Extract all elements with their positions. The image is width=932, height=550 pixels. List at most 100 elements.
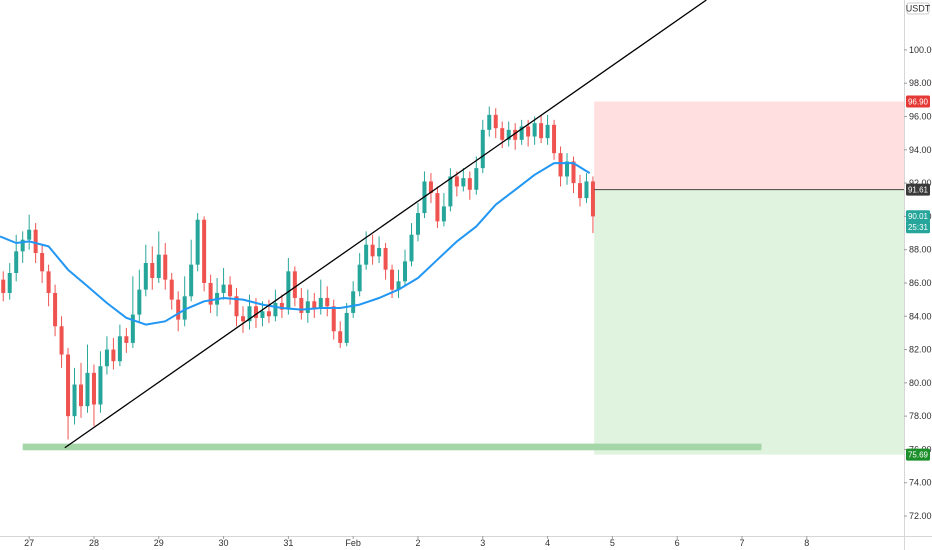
candle-body (150, 263, 155, 278)
candle-body (552, 124, 557, 154)
candle-body (72, 384, 77, 417)
candlestick-series (1, 106, 595, 440)
currency-label: USDT (906, 4, 931, 14)
candle-body (234, 296, 239, 317)
trendline (64, 0, 707, 449)
candle-body (364, 244, 369, 265)
candle-body (558, 153, 563, 177)
candle-body (163, 254, 168, 280)
x-tick-label: 6 (675, 538, 680, 548)
candle-body (78, 384, 84, 407)
candle-body (1, 279, 6, 293)
trendline-line (64, 0, 707, 449)
x-tick-label: 29 (154, 538, 164, 548)
candle-body (59, 326, 64, 355)
price-tag-label: 25:31 (908, 223, 929, 232)
candle-body (357, 264, 362, 292)
price-tags: 96.90 91.61 90.01 25:31 75.69 (906, 95, 930, 461)
y-tick-label: 74.00 (909, 478, 932, 488)
x-tick-label: 2 (415, 538, 420, 548)
candle-body (286, 271, 291, 310)
candle-body (493, 114, 498, 129)
candle-body (33, 229, 38, 254)
candle-body (46, 271, 51, 293)
candle-body (91, 372, 96, 405)
x-tick-label: 3 (480, 538, 485, 548)
candle-body (428, 181, 433, 194)
candle-body (305, 301, 310, 313)
candle-body (506, 129, 511, 140)
candle-body (344, 312, 349, 343)
candle-body (571, 161, 576, 184)
candle-body (590, 181, 595, 217)
candle-body (111, 349, 116, 362)
price-tag (906, 448, 930, 461)
y-tick-label: 96.00 (909, 112, 932, 122)
candle-body (27, 229, 32, 240)
candle-body (519, 126, 524, 140)
candle-body (279, 302, 284, 310)
price-tag (906, 95, 930, 108)
candle-body (130, 314, 135, 343)
candle-body (14, 251, 19, 273)
candle-body (189, 264, 194, 297)
y-tick-label: 94.00 (909, 145, 932, 155)
candle-body (266, 311, 271, 317)
candle-body (104, 349, 109, 367)
candle-body (467, 178, 472, 190)
support-band-rect (22, 443, 762, 451)
candle-body (182, 296, 187, 320)
x-tick-label: 28 (89, 538, 99, 548)
candle-body (474, 168, 479, 190)
price-tag (906, 210, 930, 223)
x-tick-label: 8 (804, 538, 809, 548)
stop-loss-zone (594, 101, 904, 190)
candle-body (195, 219, 200, 265)
price-tag-label: 91.61 (908, 186, 929, 195)
candle-body (53, 292, 58, 327)
x-tick-label: 4 (545, 538, 550, 548)
candle-body (7, 272, 12, 293)
price-tag (906, 221, 930, 234)
candle-body (454, 176, 459, 187)
y-tick-label: 88.00 (909, 245, 932, 255)
candle-body (500, 128, 505, 140)
ma-line (0, 162, 591, 326)
candle-body (331, 306, 336, 332)
y-tick-label: 72.00 (909, 511, 932, 521)
candle-body (370, 244, 375, 257)
candle-body (338, 331, 343, 343)
candle-body (228, 284, 233, 297)
take-profit-zone (594, 189, 904, 455)
candle-body (403, 261, 408, 282)
candle-body (124, 336, 129, 343)
candle-body (487, 114, 492, 130)
candle-body (156, 254, 161, 278)
candle-body (532, 123, 537, 137)
candle-body (66, 354, 71, 417)
candle-body (260, 311, 265, 318)
x-tick-label: 5 (610, 538, 615, 548)
y-tick-label: 86.00 (909, 278, 932, 288)
candle-body (312, 301, 317, 308)
y-tick-label: 92.00 (909, 178, 932, 188)
candle-body (577, 183, 582, 199)
price-tag-label: 96.90 (908, 98, 929, 107)
x-tick-label: 31 (283, 538, 293, 548)
candle-body (318, 297, 323, 308)
candle-body (85, 372, 90, 407)
candle-body (526, 126, 531, 137)
candle-body (448, 176, 453, 207)
candle-body (383, 248, 388, 270)
moving-average (0, 162, 591, 326)
candle-body (117, 336, 122, 362)
candle-body (480, 129, 485, 169)
x-tick-label: Feb (345, 538, 361, 548)
candle-body (247, 306, 252, 322)
candle-body (513, 129, 518, 140)
candle-body (415, 213, 420, 235)
candle-body (390, 269, 395, 290)
y-tick-label: 78.00 (909, 411, 932, 421)
candle-body (40, 253, 45, 272)
